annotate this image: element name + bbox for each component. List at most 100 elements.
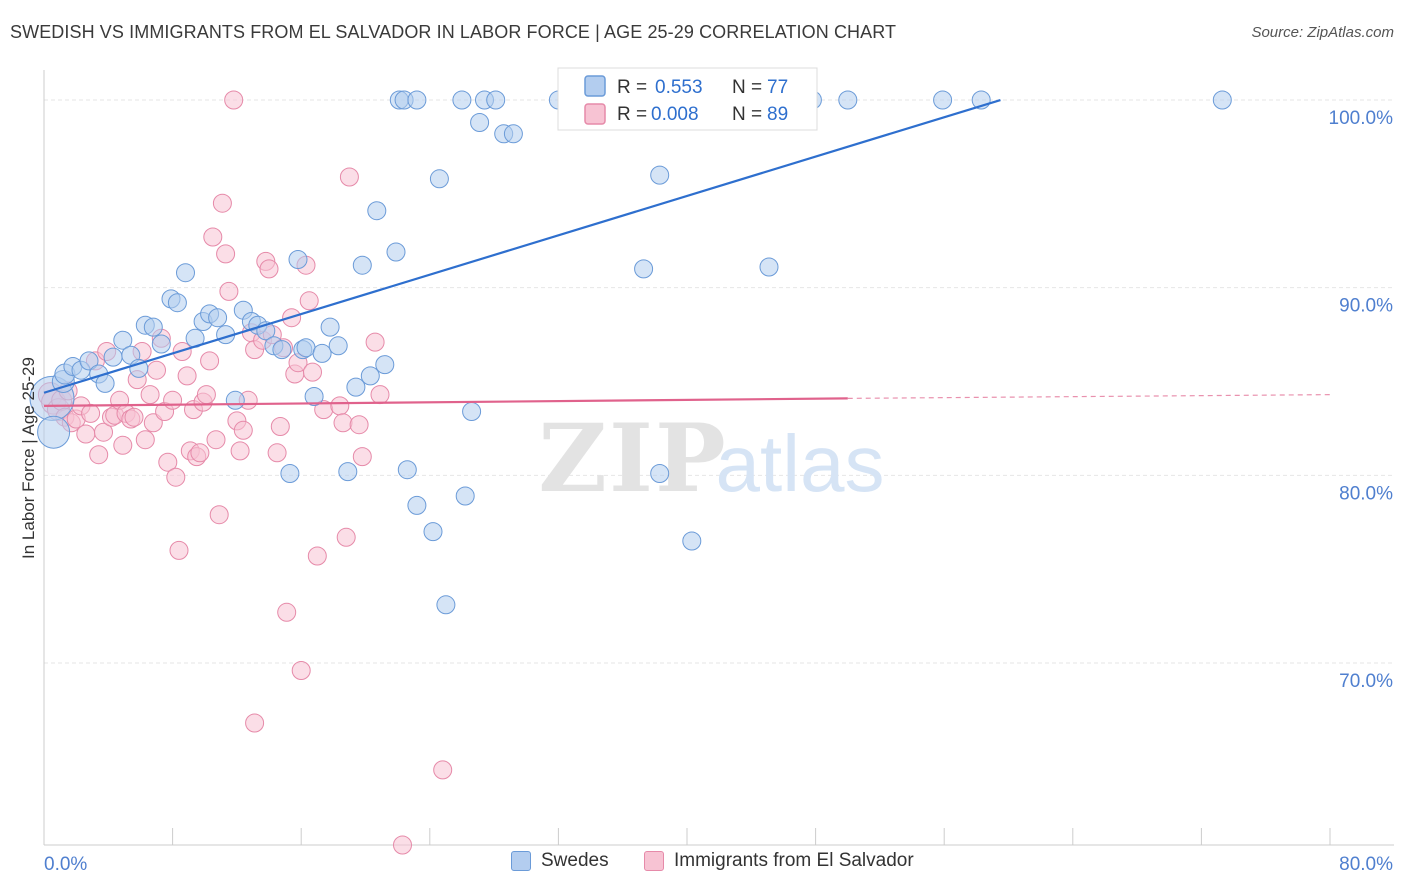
swedes-point — [167, 293, 187, 313]
y-axis-label: In Labor Force | Age 25-29 — [19, 357, 38, 559]
stats-n-label-blue: N = — [732, 77, 767, 98]
swedes-point — [375, 355, 395, 375]
swedes-point — [682, 531, 702, 551]
el-salvador-point — [219, 281, 239, 301]
x-tick-label-left: 0.0% — [44, 854, 87, 875]
series-swedes — [29, 90, 1232, 615]
el-salvador-point — [196, 385, 216, 405]
trend-lines — [43, 98, 1331, 407]
swedes-point — [113, 330, 133, 350]
legend-label-swedes: Swedes — [541, 850, 609, 871]
swedes-point — [176, 263, 195, 283]
el-salvador-trend-line — [43, 397, 848, 407]
swedes-point — [397, 460, 417, 480]
swedes-point — [312, 343, 332, 363]
el-salvador-point — [163, 390, 183, 410]
el-salvador-point — [230, 441, 250, 461]
el-salvador-point — [140, 385, 160, 405]
el-salvador-point — [303, 362, 322, 382]
el-salvador-point — [365, 332, 385, 352]
swedes-point — [352, 255, 372, 275]
stats-swatch-pink — [584, 103, 606, 125]
legend-swatch-el-salvador — [644, 851, 664, 871]
swedes-point — [486, 90, 506, 110]
swedes-point — [1212, 90, 1232, 110]
swedes-point — [470, 113, 490, 132]
el-salvador-point — [166, 467, 186, 487]
y-tick-labels: 70.0% 80.0% 90.0% 100.0% — [1329, 108, 1394, 692]
swedes-point — [838, 90, 858, 110]
el-salvador-point — [89, 445, 109, 465]
swedes-point — [79, 351, 99, 371]
swedes-trend-line — [43, 98, 1001, 394]
el-salvador-point — [206, 430, 226, 450]
swedes-point — [103, 347, 123, 367]
el-salvador-point — [158, 452, 178, 472]
legend-item-swedes[interactable]: Swedes — [511, 850, 609, 872]
el-salvador-point — [216, 244, 236, 264]
el-salvador-point — [307, 546, 327, 566]
el-salvador-point — [333, 413, 353, 433]
swedes-point — [338, 462, 358, 482]
swedes-point — [933, 90, 953, 110]
swedes-point — [288, 250, 308, 269]
swedes-point — [455, 486, 475, 506]
el-salvador-point — [212, 193, 232, 213]
stats-n-value-pink: 89 — [767, 104, 788, 125]
watermark-zip: ZIP — [538, 404, 727, 514]
swedes-point — [328, 336, 348, 356]
y-tick-label: 90.0% — [1339, 296, 1393, 317]
el-salvador-point — [277, 602, 297, 622]
legend-item-el-salvador[interactable]: Immigrants from El Salvador — [644, 850, 914, 872]
stats-n-value-blue: 77 — [767, 77, 788, 98]
el-salvador-point — [190, 443, 210, 463]
el-salvador-point — [433, 760, 453, 780]
swedes-point — [386, 242, 406, 262]
stats-n-label-pink: N = — [732, 104, 767, 125]
y-tick-label: 100.0% — [1329, 108, 1394, 129]
el-salvador-point — [147, 360, 166, 380]
el-salvador-point — [124, 407, 144, 427]
el-salvador-point — [203, 227, 223, 247]
el-salvador-point — [233, 420, 253, 440]
svg-text:R = 0.553 N =: R = 0.553 N = 77 — [617, 77, 788, 98]
series-immigrants-el-salvador — [37, 90, 453, 855]
y-tick-label: 80.0% — [1339, 483, 1393, 504]
swedes-point — [272, 340, 292, 360]
el-salvador-point — [270, 417, 290, 436]
chart-title: SWEDISH VS IMMIGRANTS FROM EL SALVADOR I… — [10, 22, 897, 42]
legend-swatch-swedes — [511, 851, 531, 871]
swedes-point — [650, 464, 670, 483]
series-legend: Swedes Immigrants from El Salvador — [0, 850, 1406, 880]
swedes-point — [208, 308, 228, 328]
stats-r-label-blue: R = — [617, 77, 652, 98]
gridlines — [44, 99, 1394, 664]
swedes-point — [296, 338, 316, 358]
x-tick-labels: 0.0% 80.0% — [44, 854, 1393, 875]
el-salvador-point — [259, 259, 279, 279]
el-salvador-point — [200, 351, 220, 371]
x-tick-label-right: 80.0% — [1339, 854, 1393, 875]
axes — [43, 70, 1394, 846]
swedes-point — [436, 595, 456, 615]
stats-legend: R = 0.553 N = 77 R = 0.008 N = 89 — [557, 67, 818, 131]
swedes-point — [37, 415, 71, 449]
swedes-point — [346, 377, 366, 397]
stats-r-label-pink: R = — [617, 104, 652, 125]
swedes-point — [423, 522, 443, 542]
swedes-point — [304, 387, 324, 406]
el-salvador-point — [209, 505, 229, 525]
el-salvador-trend-extension — [847, 394, 1331, 399]
swedes-point — [503, 124, 523, 144]
el-salvador-point — [393, 835, 412, 855]
el-salvador-point — [143, 413, 163, 433]
swedes-point — [452, 90, 472, 110]
swedes-point — [367, 201, 387, 221]
swedes-point — [151, 334, 171, 354]
swedes-point — [225, 390, 245, 410]
el-salvador-point — [349, 415, 369, 435]
el-salvador-point — [81, 403, 101, 423]
el-salvador-point — [299, 291, 319, 311]
el-salvador-point — [291, 661, 311, 680]
el-salvador-point — [169, 540, 189, 560]
